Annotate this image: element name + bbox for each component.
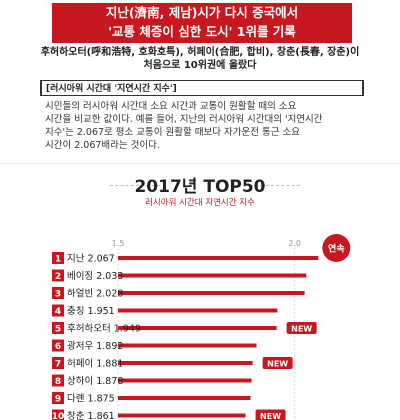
rank-number: 2: [55, 272, 61, 282]
rank-number: 10: [52, 412, 65, 420]
chart-title: 2017년 TOP50: [134, 177, 266, 197]
body-line-2: 시간을 비교한 값이다. 예를 들어, 지난의 러시아워 시간대의 '지연시간: [45, 114, 323, 125]
bar: [118, 291, 305, 295]
subheading: 후허하오터(呼和浩特, 호화호특), 허페이(合肥, 합비), 창춘(長春, 장…: [30, 46, 370, 72]
rank-box: [52, 304, 64, 317]
streak-badge: [322, 234, 351, 262]
rank-box: [52, 374, 64, 387]
subheading-line-2: 처음으로 10위권에 올랐다: [143, 60, 257, 71]
rank-number: 1: [55, 255, 61, 265]
category-label: 지난 2.067: [67, 254, 115, 265]
new-tag: [255, 409, 286, 420]
rank-number: 6: [55, 342, 61, 352]
bar: [118, 413, 246, 418]
category-label: 다롄 1.875: [67, 394, 115, 405]
headline-line-2: '교통 체증이 심한 도시' 1위를 기록: [108, 24, 296, 39]
body-text: 시민들의 러시아워 시간대 소요 시간과 교통이 원활할 때의 소요 시간을 비…: [45, 100, 365, 152]
category-label: 후허하오터 1.949: [67, 323, 141, 335]
bar: [118, 343, 257, 348]
bar: [118, 378, 252, 383]
rank-number: 5: [55, 325, 61, 335]
rank-number: 7: [55, 360, 61, 370]
new-tag-label: NEW: [291, 325, 312, 334]
rank-box: [52, 339, 64, 352]
title-dash-left: [110, 185, 160, 186]
new-tag-label: NEW: [260, 412, 281, 420]
streak-badge-label: 연속: [328, 243, 345, 255]
x-tick-label: 2.0: [288, 239, 301, 248]
body-line-3: 지수'는 2.067로 평소 교통이 원활할 때보다 자가운전 통근 소요: [45, 127, 300, 138]
bar: [118, 308, 278, 313]
new-tag: [262, 357, 293, 369]
headline-banner: 지난(濟南, 제남)시가 다시 중국에서 '교통 체증이 심한 도시' 1위를 …: [52, 3, 352, 43]
category-label: 충칭 1.951: [67, 306, 115, 317]
rank-box: [52, 287, 64, 299]
body-line-1: 시민들의 러시아워 시간대 소요 시간과 교통이 원활할 때의 소요: [45, 101, 297, 112]
x-tick-label: 1.5: [112, 239, 125, 248]
bar: [118, 396, 251, 400]
bar: [118, 361, 253, 365]
category-label: 상하이 1.878: [67, 375, 123, 387]
headline-line-1: 지난(濟南, 제남)시가 다시 중국에서: [105, 5, 299, 20]
rank-box: [52, 322, 64, 334]
rank-number: 3: [55, 290, 61, 300]
rank-box: [52, 357, 64, 369]
rank-box: [52, 252, 64, 264]
section-divider: [0, 163, 400, 164]
title-dash-right: [250, 185, 300, 186]
bar: [118, 273, 307, 278]
category-label: 광저우 1.892: [67, 340, 123, 352]
subheading-line-1: 후허하오터(呼和浩特, 호화호특), 허페이(合肥, 합비), 창춘(長春, 장…: [40, 47, 360, 58]
bar: [118, 256, 319, 260]
category-label: 허페이 1.881: [67, 359, 123, 370]
new-tag-label: NEW: [267, 360, 288, 369]
new-tag: [286, 322, 317, 334]
category-label: 하얼빈 2.028: [67, 288, 123, 300]
section-tag: [러시아워 시간대 '지연시간 지수']: [46, 84, 177, 94]
chart-subtitle: 러시아워 시간대 지연시간 지수: [145, 198, 255, 208]
body-line-4: 시간이 2.067배라는 것이다.: [45, 140, 160, 151]
rank-box: [52, 392, 64, 404]
category-label: 창춘 1.861: [67, 411, 115, 420]
rank-box: [52, 269, 64, 282]
rank-number: 4: [55, 307, 61, 317]
category-label: 베이징 2.033: [67, 271, 123, 282]
rank-number: 9: [55, 395, 61, 405]
rank-box: [52, 409, 64, 420]
rank-number: 8: [55, 377, 61, 387]
section-tag-frame: [40, 80, 364, 96]
bar: [118, 326, 277, 330]
